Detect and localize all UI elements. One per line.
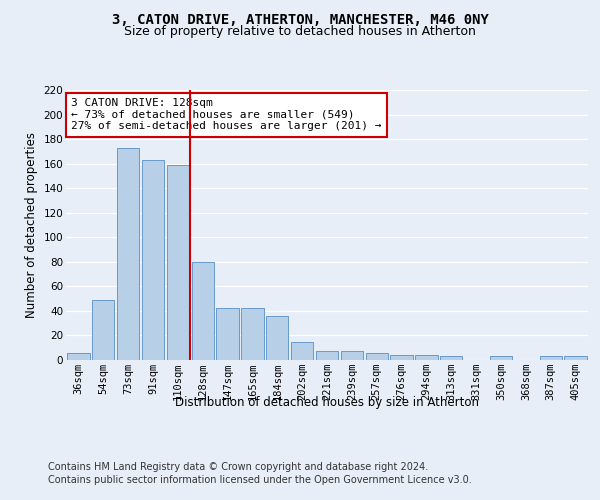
- Bar: [539, 356, 562, 360]
- Bar: [167, 165, 189, 360]
- Bar: [365, 352, 388, 360]
- Text: 3, CATON DRIVE, ATHERTON, MANCHESTER, M46 0NY: 3, CATON DRIVE, ATHERTON, MANCHESTER, M4…: [112, 12, 488, 26]
- Text: Contains HM Land Registry data © Crown copyright and database right 2024.: Contains HM Land Registry data © Crown c…: [48, 462, 428, 472]
- Bar: [490, 356, 512, 360]
- Bar: [440, 356, 463, 360]
- Bar: [217, 308, 239, 360]
- Bar: [241, 308, 263, 360]
- Bar: [67, 352, 89, 360]
- Bar: [266, 316, 289, 360]
- Text: Distribution of detached houses by size in Atherton: Distribution of detached houses by size …: [175, 396, 479, 409]
- Bar: [565, 356, 587, 360]
- Bar: [391, 355, 413, 360]
- Bar: [92, 300, 115, 360]
- Bar: [117, 148, 139, 360]
- Bar: [142, 160, 164, 360]
- Bar: [415, 355, 437, 360]
- Text: Contains public sector information licensed under the Open Government Licence v3: Contains public sector information licen…: [48, 475, 472, 485]
- Bar: [316, 352, 338, 360]
- Bar: [191, 262, 214, 360]
- Text: Size of property relative to detached houses in Atherton: Size of property relative to detached ho…: [124, 25, 476, 38]
- Bar: [291, 342, 313, 360]
- Y-axis label: Number of detached properties: Number of detached properties: [25, 132, 38, 318]
- Bar: [341, 352, 363, 360]
- Text: 3 CATON DRIVE: 128sqm
← 73% of detached houses are smaller (549)
27% of semi-det: 3 CATON DRIVE: 128sqm ← 73% of detached …: [71, 98, 382, 132]
